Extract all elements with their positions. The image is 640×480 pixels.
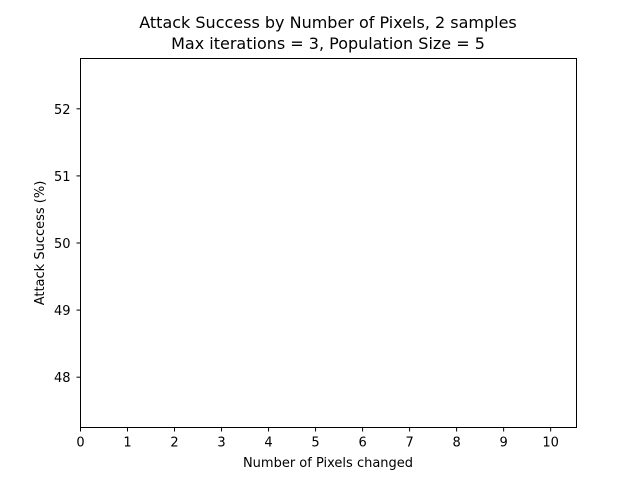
plot-frame xyxy=(80,58,577,428)
chart-subtitle: Max iterations = 3, Population Size = 5 xyxy=(171,34,485,53)
y-tick-label: 51 xyxy=(54,170,71,185)
x-tick-label: 1 xyxy=(123,436,131,451)
y-axis-label: Attack Success (%) xyxy=(33,181,48,306)
x-tick-label: 7 xyxy=(405,436,413,451)
x-tick-label: 3 xyxy=(217,436,225,451)
y-tick-label: 49 xyxy=(54,304,71,319)
x-tick-label: 6 xyxy=(358,436,366,451)
x-tick-label: 0 xyxy=(76,436,84,451)
y-tick-label: 48 xyxy=(54,371,71,386)
x-tick-label: 8 xyxy=(452,436,460,451)
y-axis-ticks: 48 49 50 51 52 xyxy=(54,103,81,386)
plot-area xyxy=(80,58,577,428)
x-axis-ticks: 0 1 2 3 4 5 6 7 8 9 10 xyxy=(76,427,559,451)
y-tick-label: 50 xyxy=(54,237,71,252)
x-tick-label: 2 xyxy=(170,436,178,451)
x-tick-label: 5 xyxy=(311,436,319,451)
x-tick-label: 10 xyxy=(542,436,559,451)
chart-title: Attack Success by Number of Pixels, 2 sa… xyxy=(139,13,517,32)
x-tick-label: 9 xyxy=(499,436,507,451)
x-axis-label: Number of Pixels changed xyxy=(243,456,413,471)
x-tick-label: 4 xyxy=(264,436,272,451)
y-tick-label: 52 xyxy=(54,103,71,118)
